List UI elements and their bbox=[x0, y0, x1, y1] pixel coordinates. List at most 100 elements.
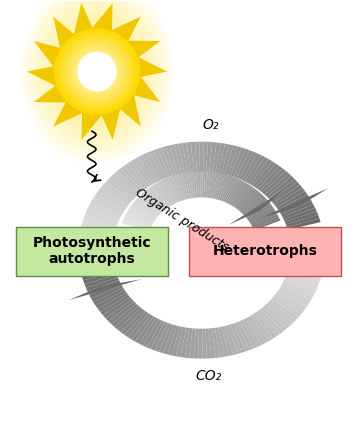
Polygon shape bbox=[270, 298, 299, 320]
Polygon shape bbox=[129, 53, 167, 78]
Polygon shape bbox=[258, 188, 329, 219]
Ellipse shape bbox=[94, 69, 100, 74]
Polygon shape bbox=[106, 179, 134, 201]
Polygon shape bbox=[231, 183, 248, 206]
Polygon shape bbox=[240, 320, 258, 348]
Polygon shape bbox=[139, 195, 161, 214]
Polygon shape bbox=[85, 211, 118, 225]
Ellipse shape bbox=[86, 60, 109, 83]
Polygon shape bbox=[124, 312, 148, 337]
Polygon shape bbox=[285, 276, 318, 290]
Polygon shape bbox=[212, 328, 220, 358]
Polygon shape bbox=[288, 268, 322, 279]
Ellipse shape bbox=[59, 33, 135, 110]
Polygon shape bbox=[161, 146, 175, 176]
Polygon shape bbox=[152, 184, 170, 207]
Polygon shape bbox=[122, 221, 149, 232]
Ellipse shape bbox=[90, 65, 104, 79]
Polygon shape bbox=[81, 222, 115, 232]
Polygon shape bbox=[89, 282, 122, 299]
Polygon shape bbox=[159, 324, 174, 353]
Polygon shape bbox=[258, 166, 282, 191]
Polygon shape bbox=[251, 212, 277, 226]
Ellipse shape bbox=[87, 62, 107, 81]
Polygon shape bbox=[234, 185, 253, 208]
Polygon shape bbox=[80, 229, 114, 238]
Polygon shape bbox=[237, 321, 254, 350]
Polygon shape bbox=[233, 322, 250, 351]
Polygon shape bbox=[258, 309, 283, 334]
Polygon shape bbox=[86, 208, 119, 222]
Polygon shape bbox=[143, 319, 162, 348]
Polygon shape bbox=[167, 326, 180, 355]
Polygon shape bbox=[180, 173, 189, 199]
Polygon shape bbox=[250, 210, 276, 225]
Polygon shape bbox=[205, 328, 211, 359]
Polygon shape bbox=[267, 176, 295, 199]
Polygon shape bbox=[177, 174, 187, 199]
Polygon shape bbox=[245, 317, 266, 345]
Polygon shape bbox=[199, 142, 204, 172]
Polygon shape bbox=[126, 212, 152, 226]
Polygon shape bbox=[269, 179, 297, 201]
Polygon shape bbox=[250, 208, 275, 223]
Ellipse shape bbox=[73, 48, 121, 96]
Polygon shape bbox=[159, 181, 174, 205]
Polygon shape bbox=[132, 202, 156, 220]
Polygon shape bbox=[139, 318, 159, 345]
Polygon shape bbox=[263, 305, 290, 329]
Polygon shape bbox=[156, 182, 173, 205]
Polygon shape bbox=[289, 263, 323, 271]
Ellipse shape bbox=[74, 49, 120, 94]
Polygon shape bbox=[86, 3, 113, 37]
Ellipse shape bbox=[63, 38, 131, 106]
Polygon shape bbox=[98, 188, 129, 207]
Polygon shape bbox=[265, 173, 292, 196]
Ellipse shape bbox=[62, 36, 132, 107]
Polygon shape bbox=[222, 144, 233, 174]
Polygon shape bbox=[144, 190, 165, 211]
Polygon shape bbox=[148, 187, 167, 209]
Polygon shape bbox=[275, 188, 305, 207]
Text: O₂: O₂ bbox=[202, 118, 218, 132]
Polygon shape bbox=[131, 159, 153, 186]
Polygon shape bbox=[200, 171, 203, 197]
Polygon shape bbox=[221, 326, 233, 356]
Polygon shape bbox=[198, 329, 202, 359]
Polygon shape bbox=[109, 176, 136, 199]
Polygon shape bbox=[218, 327, 229, 357]
Polygon shape bbox=[154, 183, 171, 206]
Polygon shape bbox=[182, 172, 190, 199]
Polygon shape bbox=[222, 176, 235, 202]
Polygon shape bbox=[122, 219, 150, 231]
Ellipse shape bbox=[80, 54, 114, 89]
Polygon shape bbox=[228, 181, 244, 205]
Polygon shape bbox=[87, 280, 120, 295]
Polygon shape bbox=[150, 150, 167, 179]
Polygon shape bbox=[231, 324, 246, 353]
Polygon shape bbox=[166, 146, 178, 175]
Polygon shape bbox=[285, 211, 318, 225]
Polygon shape bbox=[251, 314, 273, 341]
Polygon shape bbox=[272, 296, 301, 317]
Ellipse shape bbox=[89, 63, 106, 80]
Polygon shape bbox=[192, 171, 197, 198]
Polygon shape bbox=[268, 301, 296, 323]
Polygon shape bbox=[212, 143, 221, 172]
Polygon shape bbox=[219, 175, 230, 200]
Polygon shape bbox=[197, 171, 201, 197]
Polygon shape bbox=[79, 237, 113, 243]
Polygon shape bbox=[236, 187, 255, 209]
Polygon shape bbox=[206, 171, 210, 198]
Polygon shape bbox=[82, 218, 116, 230]
Polygon shape bbox=[248, 206, 273, 222]
Polygon shape bbox=[90, 201, 122, 217]
Polygon shape bbox=[203, 142, 208, 172]
Polygon shape bbox=[34, 41, 67, 74]
Text: Photosynthetic
autotrophs: Photosynthetic autotrophs bbox=[32, 236, 151, 266]
Polygon shape bbox=[279, 287, 311, 304]
Polygon shape bbox=[185, 172, 192, 199]
Polygon shape bbox=[225, 178, 240, 203]
Polygon shape bbox=[260, 168, 286, 193]
Polygon shape bbox=[278, 194, 309, 212]
